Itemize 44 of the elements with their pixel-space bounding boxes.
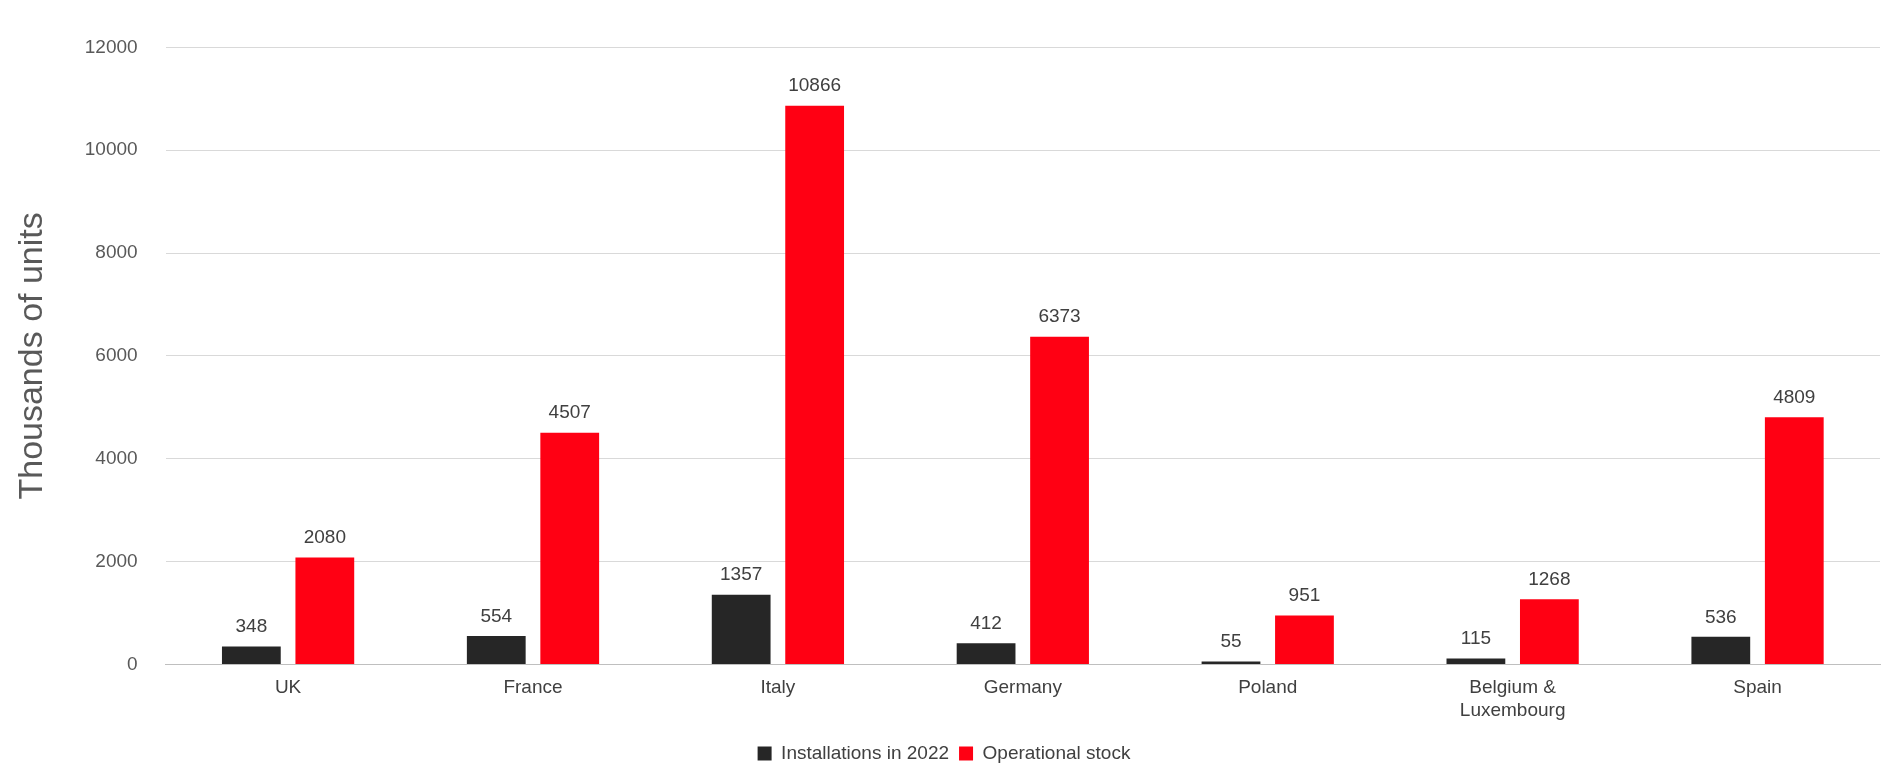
bar — [221, 646, 281, 664]
data-label: 4507 — [548, 401, 591, 423]
data-label: 55 — [1220, 630, 1242, 652]
x-tick-label: Poland — [1238, 676, 1298, 698]
y-tick-label: 0 — [127, 652, 138, 674]
y-tick-label: 10000 — [84, 138, 138, 160]
bar — [466, 635, 526, 664]
data-label: 412 — [970, 611, 1002, 633]
legend-label: Operational stock — [982, 741, 1131, 763]
data-label: 4809 — [1773, 385, 1816, 407]
data-label: 1268 — [1528, 567, 1571, 589]
y-axis-title: Thousands of units — [10, 212, 49, 500]
bar — [295, 557, 355, 664]
bar — [1519, 599, 1579, 664]
bar — [956, 643, 1016, 664]
bar — [1275, 615, 1334, 664]
bar — [1446, 658, 1506, 664]
data-label: 536 — [1704, 605, 1737, 627]
data-label: 951 — [1288, 584, 1321, 606]
data-label: 554 — [480, 604, 513, 626]
data-label: 2080 — [303, 526, 346, 548]
y-tick-label: 8000 — [95, 241, 138, 263]
x-tick-label: Italy — [760, 676, 796, 698]
bar — [540, 432, 600, 664]
bar — [785, 105, 845, 664]
y-tick-label: 2000 — [95, 549, 138, 571]
y-tick-label: 6000 — [95, 344, 138, 366]
data-label: 10866 — [788, 74, 842, 96]
data-label: 1357 — [720, 563, 763, 585]
data-label: 6373 — [1038, 305, 1081, 327]
data-label: 348 — [235, 615, 268, 637]
x-tick-label: UK — [274, 676, 302, 698]
x-tick-label: Spain — [1733, 676, 1782, 698]
y-tick-label: 4000 — [95, 446, 138, 468]
y-tick-label: 12000 — [84, 35, 138, 57]
data-label: 115 — [1460, 627, 1492, 649]
bar — [1691, 636, 1751, 664]
x-tick-label: France — [503, 676, 563, 698]
bar — [1764, 417, 1824, 664]
x-tick-label: Belgium & Luxembourg — [1459, 676, 1566, 720]
bar — [1030, 336, 1089, 664]
x-tick-label: Germany — [983, 676, 1063, 698]
legend-label: Installations in 2022 — [781, 741, 950, 763]
bar — [711, 594, 771, 664]
